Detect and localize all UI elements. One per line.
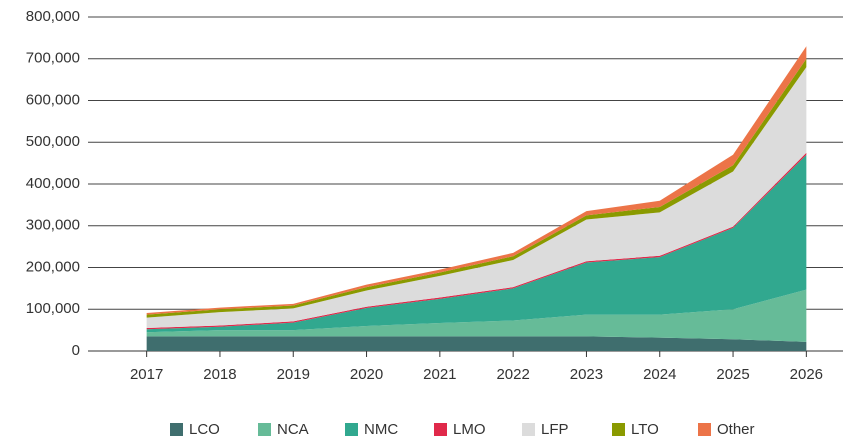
legend-label: Other [717, 421, 755, 438]
area [146, 289, 807, 342]
y-tick-label: 100,000 [26, 300, 80, 317]
legend-swatch [522, 423, 535, 436]
area [146, 58, 807, 318]
y-tick-label: 700,000 [26, 50, 80, 67]
area [146, 336, 807, 351]
legend-label: LCO [189, 421, 220, 438]
y-tick-label: 400,000 [26, 175, 80, 192]
y-tick-label: 0 [72, 342, 80, 359]
legend-label: NMC [364, 421, 398, 438]
y-tick-label: 300,000 [26, 217, 80, 234]
y-tick-label: 500,000 [26, 133, 80, 150]
legend-swatch [698, 423, 711, 436]
x-tick-label: 2021 [423, 366, 456, 383]
legend-swatch [434, 423, 447, 436]
y-tick-label: 600,000 [26, 91, 80, 108]
x-tick-label: 2020 [350, 366, 383, 383]
x-tick-label: 2017 [130, 366, 163, 383]
x-tick-label: 2026 [790, 366, 823, 383]
x-tick-label: 2024 [643, 366, 676, 383]
legend-swatch [345, 423, 358, 436]
x-tick-label: 2023 [570, 366, 603, 383]
legend-swatch [612, 423, 625, 436]
legend-label: LTO [631, 421, 659, 438]
legend-label: LMO [453, 421, 486, 438]
x-tick-label: 2022 [496, 366, 529, 383]
x-tick-label: 2018 [203, 366, 236, 383]
y-tick-label: 200,000 [26, 258, 80, 275]
legend-label: LFP [541, 421, 569, 438]
area [146, 154, 807, 333]
legend-swatch [170, 423, 183, 436]
legend-label: NCA [277, 421, 309, 438]
x-tick-label: 2019 [277, 366, 310, 383]
area [146, 67, 807, 329]
y-tick-label: 800,000 [26, 8, 80, 25]
x-tick-label: 2025 [716, 366, 749, 383]
legend-swatch [258, 423, 271, 436]
